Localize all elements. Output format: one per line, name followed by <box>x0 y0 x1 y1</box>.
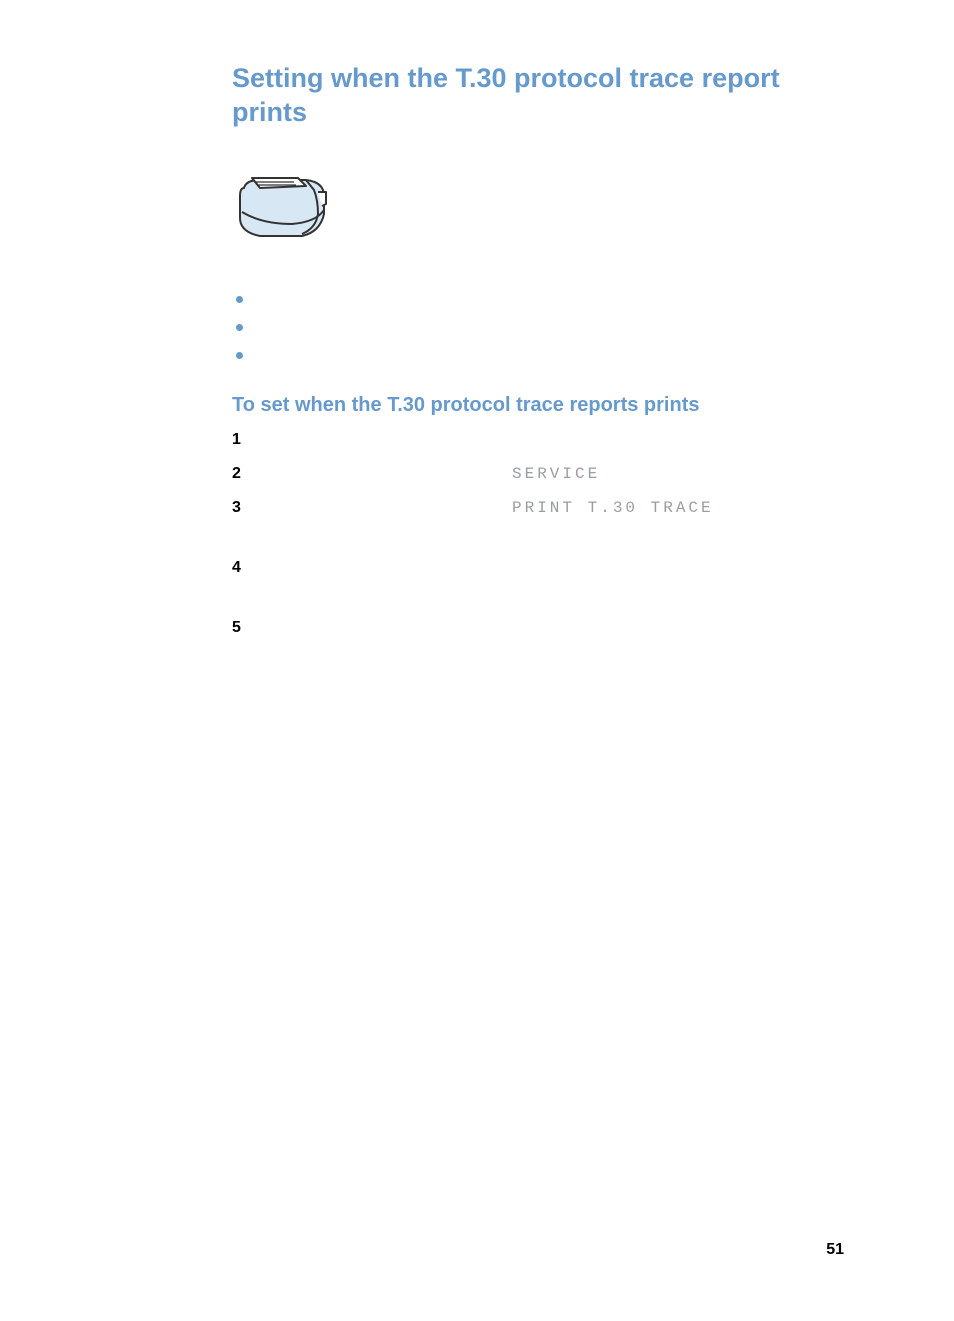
step-row: 2 SERVICE <box>232 465 832 495</box>
step-row: 1 <box>232 431 832 461</box>
step-code: SERVICE <box>512 465 600 483</box>
step-row: 3 PRINT T.30 TRACE <box>232 499 832 529</box>
step-number: 5 <box>232 619 512 637</box>
step-number: 1 <box>232 431 512 449</box>
bullet-item <box>232 286 832 314</box>
bullet-list <box>232 286 832 370</box>
step-number: 2 <box>232 465 512 483</box>
bullet-item <box>232 342 832 370</box>
step-number: 4 <box>232 559 512 577</box>
page-number: 51 <box>826 1241 844 1259</box>
bullet-dot-icon <box>236 296 243 303</box>
printer-icon <box>232 170 832 250</box>
bullet-dot-icon <box>236 324 243 331</box>
document-page: Setting when the T.30 protocol trace rep… <box>0 0 954 1321</box>
bullet-dot-icon <box>236 352 243 359</box>
section-title: To set when the T.30 protocol trace repo… <box>232 394 832 417</box>
step-code: PRINT T.30 TRACE <box>512 499 714 517</box>
bullet-item <box>232 314 832 342</box>
steps-list: 1 2 SERVICE 3 PRINT T.30 TRACE 4 5 <box>232 431 832 649</box>
content-area: Setting when the T.30 protocol trace rep… <box>232 62 832 653</box>
page-title: Setting when the T.30 protocol trace rep… <box>232 62 832 130</box>
step-row: 4 <box>232 559 832 589</box>
step-number: 3 <box>232 499 512 517</box>
step-row: 5 <box>232 619 832 649</box>
